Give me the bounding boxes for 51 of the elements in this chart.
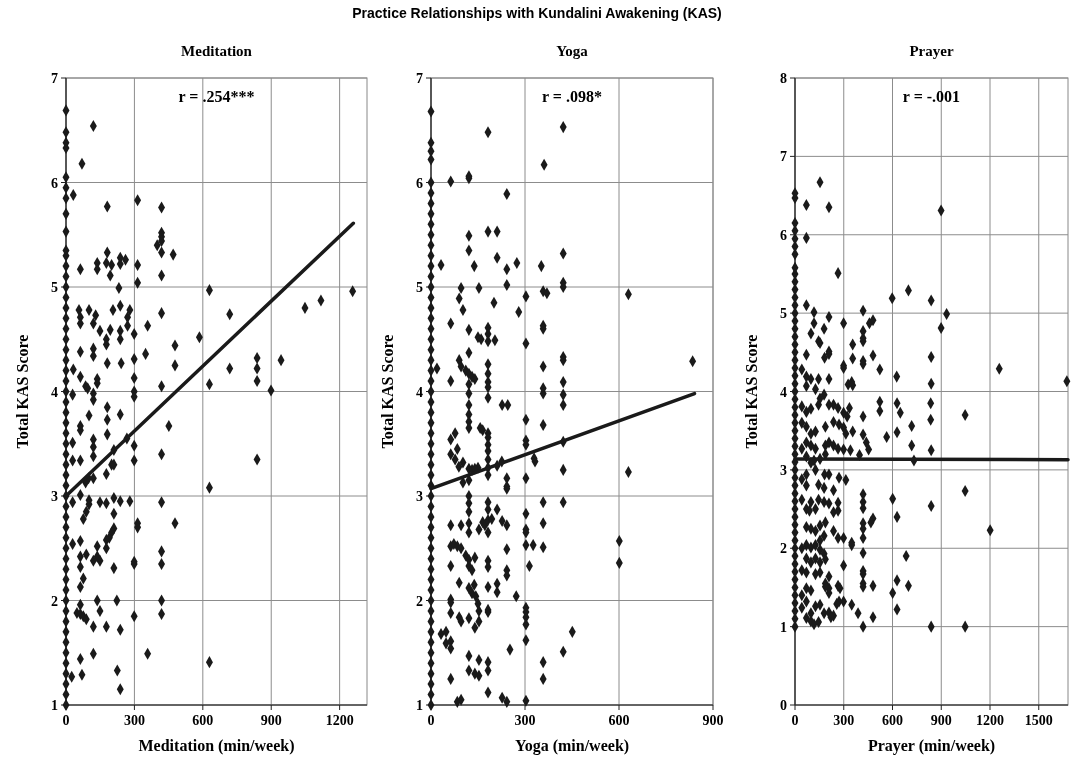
- x-tick-label: 1500: [1024, 713, 1053, 728]
- y-tick-label: 1: [51, 698, 58, 713]
- y-tick-label: 2: [416, 593, 423, 609]
- y-tick-label: 6: [51, 175, 58, 191]
- y-tick-label: 5: [780, 306, 787, 322]
- x-axis-title: Meditation (min/week): [138, 737, 295, 755]
- y-axis-title: Total KAS Score: [379, 334, 396, 449]
- y-tick-label: 3: [51, 489, 58, 504]
- x-tick-label: 1200: [325, 713, 354, 728]
- y-axis-title: Total KAS Score: [14, 334, 31, 449]
- y-tick-label: 4: [780, 384, 787, 400]
- x-tick-label: 0: [427, 713, 435, 728]
- y-tick-label: 5: [51, 280, 58, 295]
- y-tick-label: 7: [51, 71, 58, 86]
- y-tick-label: 2: [780, 541, 787, 557]
- y-tick-label: 3: [780, 462, 787, 478]
- x-tick-label: 900: [702, 713, 724, 728]
- y-tick-label: 0: [780, 698, 787, 713]
- y-tick-label: 8: [780, 71, 787, 86]
- y-tick-label: 6: [780, 227, 787, 243]
- y-tick-label: 5: [416, 280, 423, 295]
- annotation: r = -.001: [902, 88, 961, 105]
- y-tick-label: 1: [780, 619, 787, 635]
- x-axis-title: Prayer (min/week): [867, 737, 996, 755]
- x-tick-label: 0: [791, 713, 799, 728]
- x-tick-label: 300: [123, 713, 145, 728]
- y-tick-label: 4: [51, 384, 58, 400]
- x-tick-label: 600: [608, 713, 630, 728]
- x-axis-title: Yoga (min/week): [514, 737, 630, 755]
- text: Practice Relationships with Kundalini Awakening (KAS): [352, 5, 722, 21]
- y-tick-label: 2: [51, 593, 58, 609]
- y-tick-label: 4: [416, 384, 423, 400]
- y-tick-label: 7: [780, 149, 787, 165]
- annotation: r = .254***: [178, 88, 255, 105]
- x-tick-label: 600: [192, 713, 214, 728]
- x-tick-label: 300: [514, 713, 536, 728]
- x-tick-label: 900: [930, 713, 952, 728]
- y-axis-title: Total KAS Score: [743, 334, 760, 449]
- y-tick-label: 7: [416, 71, 423, 86]
- y-tick-label: 6: [416, 175, 423, 191]
- y-tick-label: 3: [416, 489, 423, 504]
- annotation: r = .098*: [542, 88, 602, 105]
- y-tick-label: 1: [416, 698, 423, 713]
- x-tick-label: 300: [833, 713, 855, 728]
- chart-title: Meditation: [181, 43, 253, 59]
- x-tick-label: 1200: [976, 713, 1004, 728]
- x-tick-label: 0: [62, 713, 70, 728]
- x-tick-label: 600: [882, 713, 903, 728]
- chart-title: Prayer: [909, 43, 954, 59]
- x-tick-label: 900: [260, 713, 282, 728]
- chart-title: Yoga: [556, 43, 589, 59]
